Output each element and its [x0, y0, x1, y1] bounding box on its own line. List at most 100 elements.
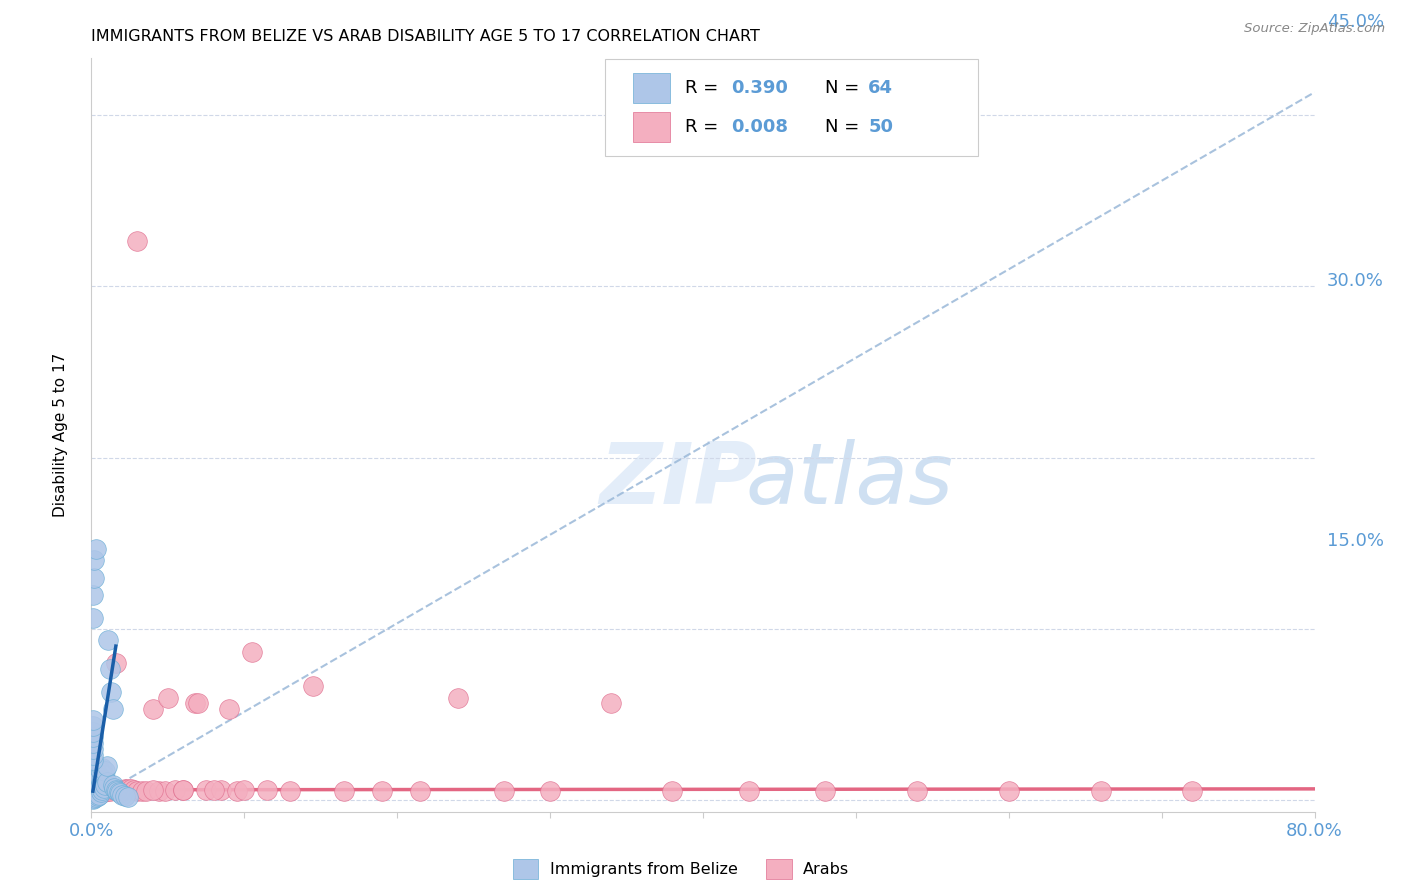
Point — [165, 783, 187, 797]
Point — [447, 690, 470, 705]
FancyBboxPatch shape — [633, 112, 671, 143]
Point — [82, 779, 104, 793]
Point — [209, 783, 232, 797]
Point — [91, 761, 114, 775]
FancyBboxPatch shape — [605, 60, 979, 156]
Point — [278, 784, 301, 798]
Point — [332, 784, 354, 798]
Point — [738, 784, 761, 798]
Point — [82, 753, 104, 767]
Point — [172, 783, 194, 797]
Text: Source: ZipAtlas.com: Source: ZipAtlas.com — [1244, 22, 1385, 36]
Point — [104, 657, 127, 671]
Point — [814, 784, 837, 798]
Text: 50: 50 — [868, 119, 893, 136]
Point — [91, 772, 114, 787]
Point — [108, 783, 131, 797]
Point — [86, 775, 108, 789]
Point — [84, 542, 107, 557]
Point — [82, 789, 104, 804]
Point — [84, 772, 107, 786]
Point — [172, 783, 194, 797]
Text: N =: N = — [825, 79, 865, 97]
Point — [494, 784, 516, 798]
Point — [94, 779, 117, 793]
Point — [96, 784, 118, 798]
Point — [82, 719, 104, 733]
Text: R =: R = — [685, 119, 724, 136]
Point — [111, 783, 134, 797]
Point — [302, 679, 325, 693]
Point — [225, 784, 247, 798]
Point — [108, 785, 131, 799]
Y-axis label: Disability Age 5 to 17: Disability Age 5 to 17 — [53, 352, 67, 517]
Point — [600, 696, 623, 710]
FancyBboxPatch shape — [633, 73, 671, 103]
Point — [82, 742, 104, 756]
Point — [195, 783, 218, 797]
Text: atlas: atlas — [745, 439, 953, 522]
Point — [117, 781, 139, 796]
Point — [131, 784, 153, 798]
Point — [110, 787, 132, 801]
Point — [101, 702, 124, 716]
Text: 0.008: 0.008 — [731, 119, 789, 136]
Text: ZIP: ZIP — [599, 439, 756, 522]
Point — [86, 767, 108, 781]
Text: Immigrants from Belize: Immigrants from Belize — [550, 863, 738, 877]
Point — [97, 633, 120, 648]
Point — [184, 696, 207, 710]
Point — [120, 781, 142, 796]
Point — [82, 714, 104, 728]
Point — [409, 784, 432, 798]
Point — [127, 234, 149, 248]
Point — [111, 788, 134, 802]
Text: N =: N = — [825, 119, 865, 136]
Point — [538, 784, 561, 798]
Point — [87, 780, 110, 794]
Point — [96, 775, 118, 789]
Point — [87, 761, 110, 775]
Text: 15.0%: 15.0% — [1327, 532, 1384, 549]
Point — [83, 779, 105, 793]
Point — [156, 690, 179, 705]
Point — [93, 768, 115, 782]
Point — [998, 784, 1021, 798]
Point — [153, 784, 176, 798]
Point — [87, 788, 110, 802]
Point — [98, 784, 121, 798]
Point — [83, 571, 105, 585]
Point — [141, 702, 163, 716]
Point — [82, 610, 104, 624]
Point — [127, 784, 149, 798]
Point — [103, 780, 125, 795]
Point — [905, 784, 928, 798]
Point — [90, 785, 112, 799]
Point — [218, 702, 240, 716]
Point — [83, 788, 105, 802]
Point — [96, 759, 118, 773]
Point — [114, 781, 136, 796]
Point — [82, 785, 104, 799]
Point — [105, 784, 128, 798]
Point — [86, 781, 108, 796]
Point — [86, 789, 108, 803]
Point — [256, 783, 278, 797]
Point — [82, 724, 104, 739]
Point — [94, 764, 117, 778]
Point — [114, 789, 136, 803]
Point — [661, 784, 683, 798]
Point — [87, 785, 110, 799]
Point — [84, 764, 107, 779]
Point — [90, 764, 112, 779]
Point — [83, 791, 105, 805]
Text: 64: 64 — [868, 79, 893, 97]
Point — [141, 783, 163, 797]
Point — [83, 783, 105, 797]
Point — [91, 783, 114, 797]
Point — [84, 789, 107, 804]
Point — [84, 779, 107, 793]
Point — [93, 785, 115, 799]
Point — [83, 553, 105, 567]
Point — [117, 789, 139, 804]
